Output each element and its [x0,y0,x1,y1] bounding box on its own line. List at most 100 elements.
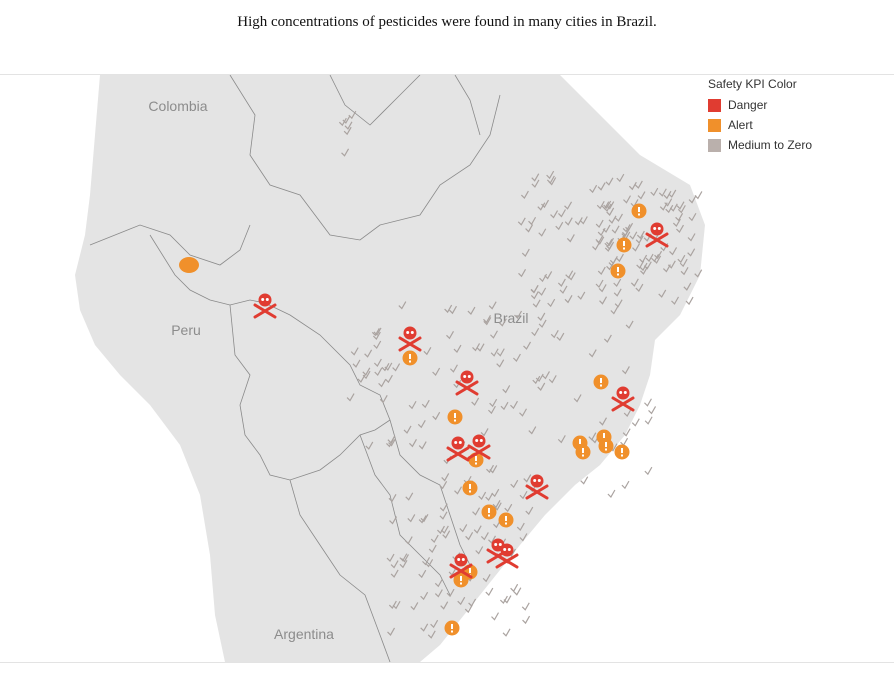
checkmark-icon[interactable] [422,557,431,566]
checkmark-icon[interactable] [608,215,617,224]
checkmark-icon[interactable] [623,195,631,204]
checkmark-icon[interactable] [531,179,540,188]
legend-item-medium[interactable]: Medium to Zero [708,135,812,155]
checkmark-icon[interactable] [659,202,668,211]
checkmark-icon[interactable] [658,289,667,298]
checkmark-icon[interactable] [476,343,485,352]
checkmark-icon[interactable] [472,343,481,352]
checkmark-icon[interactable] [523,474,532,483]
checkmark-icon[interactable] [434,578,443,588]
checkmark-icon[interactable] [538,319,547,328]
skull-crossbones-icon[interactable] [467,434,491,460]
checkmark-icon[interactable] [502,628,511,637]
checkmark-icon[interactable] [388,600,397,610]
checkmark-icon[interactable] [621,480,630,490]
checkmark-icon[interactable] [379,395,388,404]
checkmark-icon[interactable] [430,619,439,629]
checkmark-icon[interactable] [532,299,541,308]
checkmark-icon[interactable] [564,217,573,226]
checkmark-icon[interactable] [676,201,685,210]
checkmark-icon[interactable] [373,327,382,336]
checkmark-icon[interactable] [603,200,612,209]
checkmark-icon[interactable] [467,306,476,316]
checkmark-icon[interactable] [687,233,696,242]
checkmark-icon[interactable] [528,216,537,226]
checkmark-icon[interactable] [565,270,574,279]
checkmark-icon[interactable] [589,184,598,194]
checkmark-icon[interactable] [488,405,496,415]
alert-marker[interactable] [402,350,418,366]
checkmark-icon[interactable] [606,237,614,247]
checkmark-icon[interactable] [640,266,648,275]
checkmark-icon[interactable] [410,602,419,611]
checkmark-icon[interactable] [472,507,481,516]
checkmark-icon[interactable] [480,428,489,437]
checkmark-icon[interactable] [510,583,519,593]
checkmark-icon[interactable] [418,515,427,524]
checkmark-icon[interactable] [688,212,697,222]
checkmark-icon[interactable] [603,334,612,343]
checkmark-icon[interactable] [434,589,443,598]
legend-item-alert[interactable]: Alert [708,115,812,135]
checkmark-icon[interactable] [480,532,489,541]
checkmark-icon[interactable] [528,426,537,435]
checkmark-icon[interactable] [475,546,484,555]
checkmark-icon[interactable] [535,373,544,382]
checkmark-icon[interactable] [521,602,530,611]
checkmark-icon[interactable] [387,627,396,636]
checkmark-icon[interactable] [403,425,412,434]
skull-crossbones-icon[interactable] [449,553,473,579]
skull-crossbones-icon[interactable] [645,222,669,248]
checkmark-icon[interactable] [518,269,527,278]
checkmark-icon[interactable] [676,224,684,234]
checkmark-icon[interactable] [577,291,586,300]
checkmark-icon[interactable] [490,348,499,357]
checkmark-icon[interactable] [539,273,548,283]
checkmark-icon[interactable] [517,217,526,226]
alert-marker[interactable] [616,237,632,253]
checkmark-icon[interactable] [450,364,458,373]
checkmark-icon[interactable] [519,490,528,500]
checkmark-icon[interactable] [485,587,494,597]
checkmark-icon[interactable] [634,180,643,189]
checkmark-icon[interactable] [631,418,640,427]
checkmark-icon[interactable] [399,559,408,569]
checkmark-icon[interactable] [623,408,632,417]
checkmark-icon[interactable] [537,312,546,321]
checkmark-icon[interactable] [548,375,557,384]
checkmark-icon[interactable] [446,330,455,340]
checkmark-icon[interactable] [510,400,518,410]
checkmark-icon[interactable] [407,514,416,523]
checkmark-icon[interactable] [384,374,393,384]
checkmark-icon[interactable] [465,532,474,541]
checkmark-icon[interactable] [490,330,498,339]
checkmark-icon[interactable] [491,488,500,498]
checkmark-icon[interactable] [679,258,688,268]
checkmark-icon[interactable] [432,411,441,421]
checkmark-icon[interactable] [662,264,671,273]
checkmark-icon[interactable] [564,201,573,210]
checkmark-icon[interactable] [390,569,399,578]
checkmark-icon[interactable] [532,375,541,385]
checkmark-icon[interactable] [595,219,604,229]
checkmark-icon[interactable] [615,213,623,222]
alert-marker[interactable] [462,480,478,496]
checkmark-icon[interactable] [599,417,608,426]
checkmark-icon[interactable] [606,241,615,250]
skull-crossbones-icon[interactable] [495,543,519,569]
checkmark-icon[interactable] [493,502,502,511]
alert-marker[interactable] [614,444,630,460]
checkmark-icon[interactable] [427,630,436,639]
checkmark-icon[interactable] [605,177,614,186]
checkmark-icon[interactable] [636,260,645,269]
checkmark-icon[interactable] [537,202,546,211]
checkmark-icon[interactable] [404,536,413,545]
checkmark-icon[interactable] [580,476,589,485]
checkmark-icon[interactable] [546,170,555,180]
skull-crossbones-icon[interactable] [611,386,635,412]
checkmark-icon[interactable] [558,209,566,218]
checkmark-icon[interactable] [389,516,398,525]
checkmark-icon[interactable] [430,534,439,544]
alert-marker[interactable] [447,409,463,425]
checkmark-icon[interactable] [597,182,606,191]
